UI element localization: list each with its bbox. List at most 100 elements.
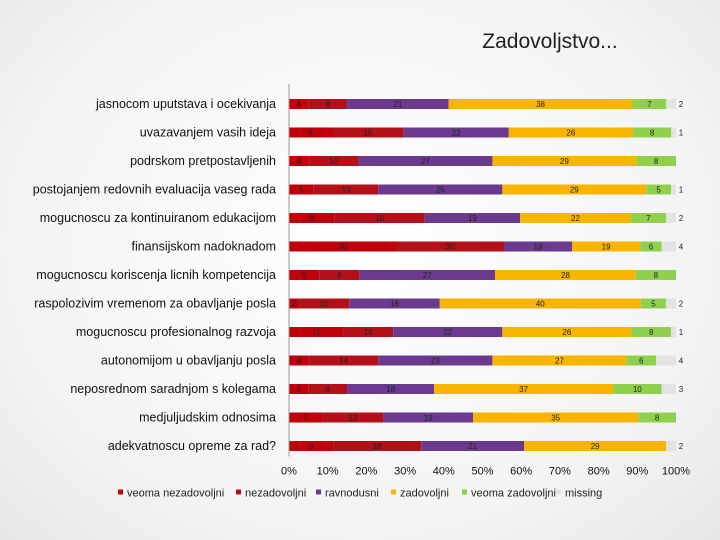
bar-segment — [492, 156, 637, 166]
bar-segment — [349, 298, 440, 309]
bar-segment — [378, 355, 493, 366]
data-label: 4 — [296, 385, 301, 394]
bar-segment — [439, 298, 641, 309]
x-tick-label: 20% — [355, 466, 377, 478]
bar-segment — [347, 384, 435, 394]
bar-segment — [630, 213, 666, 223]
data-label: 23 — [431, 357, 440, 366]
legend-swatch — [316, 489, 321, 495]
bar-segment — [289, 127, 332, 138]
data-label: 14 — [339, 357, 348, 366]
data-label: 8 — [654, 157, 659, 166]
legend-swatch — [391, 489, 396, 495]
bar-segment — [289, 156, 309, 166]
bar-segment — [289, 384, 309, 394]
data-label: 38 — [536, 100, 545, 109]
category-label: finansijskom nadoknadom — [131, 240, 276, 254]
data-label: 8 — [325, 100, 330, 109]
data-label: 30 — [338, 243, 347, 252]
bar-segment — [334, 213, 425, 223]
category-label: neposrednom saradnjom s kolegama — [70, 382, 276, 396]
data-label: 7 — [647, 100, 652, 109]
data-label: 8 — [325, 385, 330, 394]
data-label: 3 — [679, 385, 684, 394]
data-label: 29 — [591, 442, 600, 451]
data-label: 13 — [348, 414, 357, 423]
bar-segment — [661, 241, 676, 252]
bar-segment — [289, 184, 314, 195]
category-label: adekvatnoscu opreme za rad? — [108, 439, 276, 453]
bar-segment — [502, 327, 632, 337]
bar-segment — [656, 355, 676, 366]
bar-segment — [661, 384, 676, 394]
data-label: 2 — [679, 214, 684, 223]
bar-segment — [289, 441, 334, 451]
bar-segment — [424, 213, 521, 223]
bar-segment — [665, 298, 676, 309]
bar-segment — [383, 412, 474, 423]
category-label: mogucnoscu profesionalnog razvoja — [76, 325, 276, 339]
data-label: 5 — [656, 186, 661, 195]
data-label: 15 — [363, 129, 372, 138]
bar-segment — [343, 327, 394, 337]
legend-label: missing — [565, 488, 602, 500]
bar-segment — [289, 355, 309, 366]
x-tick-label: 10% — [317, 466, 339, 478]
data-label: 8 — [655, 414, 660, 423]
bar-segment — [403, 127, 509, 138]
bar-segment — [492, 355, 627, 366]
data-label: 18 — [386, 385, 395, 394]
data-label: 4 — [297, 357, 302, 366]
data-label: 4 — [296, 100, 301, 109]
bar-segment — [308, 355, 379, 366]
data-label: 27 — [423, 271, 432, 280]
data-label: 10 — [364, 328, 373, 337]
data-label: 22 — [571, 214, 580, 223]
legend-swatch — [462, 489, 467, 495]
legend-swatch — [118, 489, 123, 495]
legend-label: nezadovoljni — [245, 488, 306, 500]
bar-segment — [396, 241, 504, 252]
x-tick-label: 0% — [281, 466, 297, 478]
x-tick-label: 40% — [433, 466, 455, 478]
data-label: 22 — [452, 129, 461, 138]
bar-segment — [289, 327, 344, 337]
data-label: 7 — [646, 214, 651, 223]
bar-segment — [632, 99, 667, 109]
category-label: raspolozivim vremenom za obavljanje posl… — [34, 297, 276, 311]
bar-segment — [299, 298, 350, 309]
category-label: uvazavanjem vasih ideja — [140, 126, 276, 140]
bar-segment — [504, 241, 573, 252]
category-label: jasnocom uputstava i ocekivanja — [95, 97, 276, 111]
data-label: 5 — [651, 300, 656, 309]
data-label: 11 — [312, 328, 321, 337]
category-label: medjuljudskim odnosima — [139, 411, 276, 425]
x-tick-label: 30% — [394, 466, 416, 478]
data-label: 37 — [519, 385, 528, 394]
bar-segment — [308, 99, 348, 109]
bar-segment — [520, 213, 631, 223]
data-label: 7 — [303, 414, 308, 423]
bar-segment — [289, 270, 320, 280]
category-label: postojanjem redovnih evaluacija vaseg ra… — [33, 183, 276, 197]
bar-segment — [434, 384, 614, 394]
data-label: 2 — [679, 442, 684, 451]
bar-segment — [640, 298, 666, 309]
bar-segment — [631, 327, 672, 337]
bar-segment — [671, 127, 676, 138]
bar-segment — [333, 441, 422, 451]
data-label: 30 — [446, 243, 455, 252]
data-label: 19 — [602, 243, 611, 252]
bar-segment — [646, 184, 672, 195]
data-label: 9 — [309, 214, 314, 223]
bar-segment — [665, 213, 676, 223]
legend-swatch — [236, 489, 241, 495]
data-label: 8 — [337, 271, 342, 280]
data-label: 18 — [375, 214, 384, 223]
bar-segment — [666, 441, 676, 451]
bar-segment — [347, 99, 449, 109]
x-axis: 0% 10% 20% 30% 40% 50% 60% 70% 80% 90% 100% — [281, 84, 690, 478]
x-tick-label: 100% — [662, 466, 690, 478]
data-label: 29 — [570, 186, 579, 195]
